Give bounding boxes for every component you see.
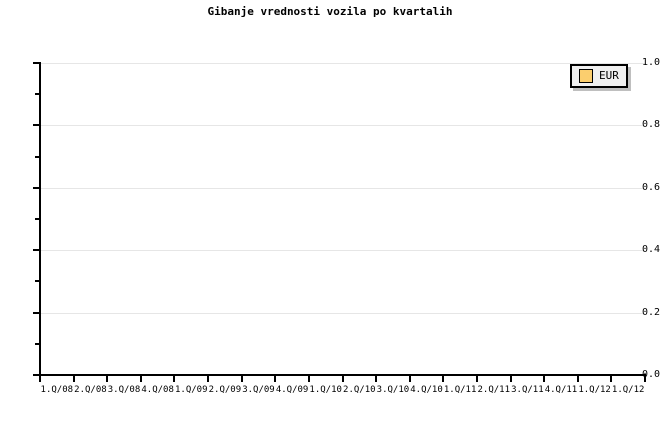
x-axis-tick xyxy=(207,376,210,382)
y-axis-minor-tick xyxy=(35,342,39,345)
gridline xyxy=(40,125,645,127)
x-axis-tick-label: 1.Q/11 xyxy=(443,385,477,395)
x-axis-tick-label: 4.Q/09 xyxy=(275,385,309,395)
y-axis-tick-label: 1.0 xyxy=(641,57,660,68)
y-axis-tick xyxy=(33,374,39,376)
x-axis-line xyxy=(39,374,646,376)
y-axis-tick-label: 0.0 xyxy=(641,369,660,380)
plot-background xyxy=(40,63,645,375)
legend-label-eur: EUR xyxy=(599,69,619,82)
x-axis-tick-label: 1.Q/12 xyxy=(611,385,645,395)
x-axis-tick xyxy=(610,376,613,382)
x-axis-tick xyxy=(106,376,109,382)
x-axis-tick xyxy=(442,376,445,382)
y-axis-tick-label: 0.2 xyxy=(641,306,660,318)
y-axis-tick xyxy=(33,311,39,314)
y-axis-tick xyxy=(33,249,39,252)
x-axis-tick-label: 3.Q/08 xyxy=(107,385,141,395)
x-axis-tick xyxy=(644,376,646,382)
chart-title: Gibanje vrednosti vozila po kvartalih xyxy=(207,5,453,18)
y-axis-tick xyxy=(33,124,39,127)
y-axis-tick xyxy=(33,62,39,64)
y-axis-tick-label: 0.6 xyxy=(641,181,660,193)
x-axis-tick-label: 1.Q/09 xyxy=(174,385,208,395)
chart-legend[interactable]: EUR xyxy=(570,64,628,88)
y-axis-minor-tick xyxy=(35,280,39,283)
x-axis-tick xyxy=(39,376,41,382)
y-axis-minor-tick xyxy=(35,218,39,220)
x-axis-tick-label: 4.Q/10 xyxy=(410,385,443,395)
x-axis-tick-label: 4.Q/11 xyxy=(544,385,578,395)
x-axis-tick-label: 3.Q/10 xyxy=(376,385,410,395)
legend-swatch-eur-icon xyxy=(579,69,593,83)
x-axis-tick-label: 1.Q/08 xyxy=(40,385,74,395)
y-axis-line xyxy=(39,62,41,376)
x-axis-tick-label: 1.Q/12 xyxy=(578,385,611,395)
x-axis-tick xyxy=(72,376,75,382)
x-axis-tick-label: 3.Q/11 xyxy=(511,385,544,395)
x-axis-tick xyxy=(240,376,243,382)
gridline xyxy=(40,250,645,252)
x-axis-tick xyxy=(543,376,546,382)
x-axis-tick xyxy=(307,376,310,382)
x-axis-tick-label: 1.Q/10 xyxy=(309,385,342,395)
x-axis-tick xyxy=(475,376,478,382)
y-axis-minor-tick xyxy=(35,93,39,96)
x-axis-tick xyxy=(139,376,142,382)
x-axis-tick-label: 3.Q/09 xyxy=(242,385,275,395)
plot-area xyxy=(40,63,645,375)
x-axis-tick-label: 4.Q/08 xyxy=(141,385,174,395)
x-axis-tick-label: 2.Q/08 xyxy=(74,385,107,395)
y-axis-tick-label: 0.8 xyxy=(641,119,660,131)
gridline xyxy=(40,63,645,64)
x-axis-tick xyxy=(274,376,277,382)
x-axis-tick xyxy=(509,376,512,382)
x-axis-tick xyxy=(173,376,176,382)
x-axis-tick-label: 2.Q/09 xyxy=(208,385,242,395)
y-axis-tick xyxy=(33,186,39,189)
x-axis-tick xyxy=(408,376,411,382)
x-axis-tick-label: 2.Q/11 xyxy=(477,385,511,395)
y-axis-tick-label: 0.4 xyxy=(641,244,660,256)
x-axis-tick xyxy=(576,376,579,382)
x-axis-tick xyxy=(341,376,344,382)
y-axis-minor-tick xyxy=(35,155,39,158)
x-axis-tick-label: 2.Q/10 xyxy=(343,385,376,395)
x-axis-tick xyxy=(375,376,378,382)
gridline xyxy=(40,187,645,189)
gridline xyxy=(40,312,645,314)
